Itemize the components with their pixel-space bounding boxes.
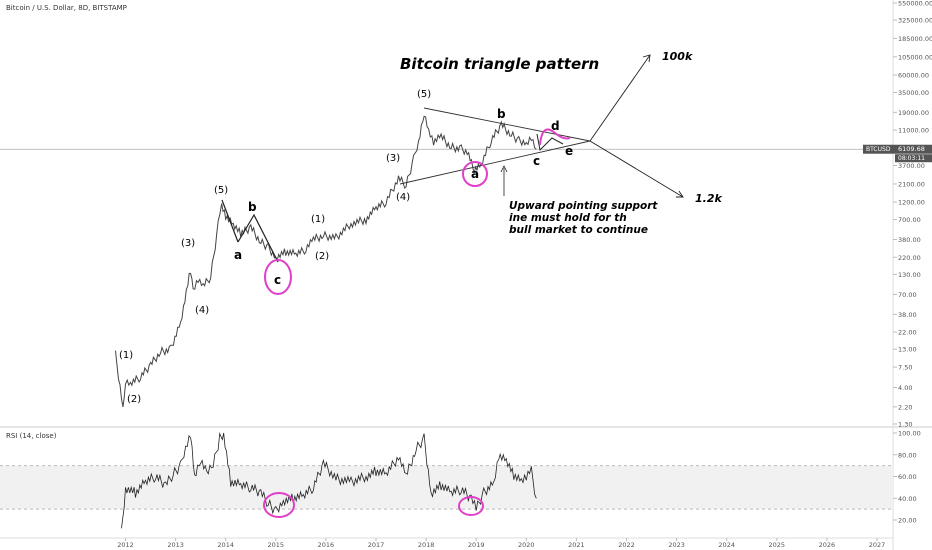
time-axis: 2012 2013 2014 2015 2016 2017 2018 2019 2020 2021…: [117, 538, 885, 549]
wave-label-b-2014: b: [248, 200, 257, 214]
time-axis-tick-label: 2017: [368, 541, 385, 549]
wave-label-1-2012: (1): [119, 350, 133, 361]
price-axis-tick-label: 7.50: [898, 364, 912, 372]
wave-labels: (1) (2) (3) (4) (5) a b c (1) (2) (3) (4…: [119, 89, 573, 405]
time-axis-tick-label: 2021: [568, 541, 585, 549]
wave-label-2-2016: (2): [315, 251, 329, 262]
wave-label-2-2012: (2): [127, 394, 141, 405]
rsi-axis-tick-label: 100.00: [898, 430, 921, 438]
arrow-1.2k-head: [676, 190, 684, 198]
time-axis-tick-label: 2027: [869, 541, 886, 549]
triangle-cde-path: [536, 133, 564, 152]
rsi-indicator-label: RSI (14, close): [6, 432, 57, 440]
highlight-d: [539, 128, 571, 146]
time-axis-tick-label: 2018: [418, 541, 435, 549]
price-axis-tick-label: 1200.00: [898, 199, 925, 207]
price-axis: 1.30 2.20 4.00 7.50 13.00 22.00 38.00 70.00 130.…: [893, 0, 932, 429]
price-axis-tick-label: 70.00: [898, 291, 917, 299]
highlight-rsi-2019: [458, 496, 484, 516]
price-axis-tick-label: 220.00: [898, 254, 921, 262]
time-axis-tick-label: 2023: [668, 541, 685, 549]
arrow-1.2k: [589, 140, 684, 198]
time-axis-tick-label: 2026: [819, 541, 836, 549]
highlight-a-2018: [462, 161, 488, 187]
time-axis-tick-label: 2015: [268, 541, 285, 549]
price-axis-tick-label: 60000.00: [898, 71, 929, 79]
price-axis-tick-label: 1.30: [898, 421, 912, 429]
triangle-resistance-line: [423, 107, 591, 142]
time-axis-tick-label: 2016: [318, 541, 335, 549]
rsi-series-line: [121, 432, 537, 529]
wave-label-b-2019: b: [497, 107, 506, 121]
price-axis-tick-label: 22.00: [898, 329, 917, 337]
rsi-axis-tick-label: 20.00: [898, 517, 917, 525]
time-axis-tick-label: 2024: [718, 541, 735, 549]
wave-label-3-2013: (3): [181, 238, 195, 249]
time-axis-tick-label: 2019: [468, 541, 485, 549]
wave-label-5-2013: (5): [214, 185, 228, 196]
wave-label-a-2018: a: [471, 167, 479, 181]
price-axis-tick-label: 38.00: [898, 311, 917, 319]
price-axis-tick-label: 35000.00: [898, 89, 929, 97]
price-axis-tick-label: 185000.00: [898, 35, 932, 43]
wave-label-d: d: [551, 119, 560, 133]
arrow-100k-head: [642, 54, 651, 63]
wave-label-a-2014: a: [234, 248, 242, 262]
wave-label-e: e: [565, 144, 573, 158]
rsi-band: [0, 465, 893, 510]
price-axis-tick-label: 130.00: [898, 271, 921, 279]
time-axis-tick-label: 2012: [117, 541, 134, 549]
price-axis-tick-label: 11000.00: [898, 127, 929, 135]
wave-label-5-2017: (5): [417, 89, 431, 100]
price-axis-tick-label: 550000.00: [898, 0, 932, 8]
price-tag-symbol: BTCUSD: [866, 146, 891, 153]
time-axis-tick-label: 2014: [217, 541, 234, 549]
wave-label-c-2019: c: [533, 154, 540, 168]
price-axis-tick-label: 3700.00: [898, 162, 925, 170]
price-series-line: [115, 115, 537, 407]
wave-label-4-2017: (4): [396, 192, 410, 203]
abc-correction-path: [237, 213, 279, 263]
annotation-1.2k: 1.2k: [695, 192, 722, 205]
support-pointer-head: [500, 165, 508, 173]
price-axis-tick-label: 13.00: [898, 346, 917, 354]
rsi-axis-tick-label: 40.00: [898, 495, 917, 503]
wave-5-to-a-path: [221, 199, 239, 243]
triangle-support-line: [399, 140, 591, 185]
chart-title: Bitcoin triangle pattern: [400, 55, 599, 73]
price-axis-tick-label: 4.00: [898, 384, 912, 392]
price-axis-tick-label: 325000.00: [898, 17, 932, 25]
rsi-axis: 20.00 40.00 60.00 80.00 100.00: [893, 430, 921, 525]
annotation-100k: 100k: [662, 50, 693, 63]
time-axis-tick-label: 2013: [167, 541, 184, 549]
price-axis-tick-label: 2100.00: [898, 180, 925, 188]
time-axis-tick-label: 2022: [618, 541, 635, 549]
wave-label-c-2015: c: [274, 273, 281, 287]
highlight-rsi-2015: [263, 492, 295, 518]
rsi-axis-tick-label: 80.00: [898, 451, 917, 459]
rsi-axis-tick-label: 60.00: [898, 473, 917, 481]
time-axis-tick-label: 2020: [518, 541, 535, 549]
price-axis-tick-label: 19000.00: [898, 109, 929, 117]
price-axis-tick-label: 380.00: [898, 236, 921, 244]
price-axis-tick-label: 105000.00: [898, 53, 932, 61]
price-axis-tick-label: 2.20: [898, 403, 912, 411]
highlight-c-2015: [264, 259, 292, 295]
price-tag-timer: 08:03:11: [898, 155, 925, 162]
price-axis-tick-label: 700.00: [898, 216, 921, 224]
chart-symbol-header: Bitcoin / U.S. Dollar, 8D, BITSTAMP: [6, 4, 127, 12]
arrow-100k: [589, 54, 651, 142]
time-axis-tick-label: 2025: [769, 541, 786, 549]
wave-label-4-2013: (4): [195, 305, 209, 316]
price-tag-value: 6109.68: [898, 145, 925, 153]
wave-label-3-2017: (3): [386, 153, 400, 164]
annotation-support-note: Upward pointing support ine must hold fo…: [509, 200, 661, 236]
wave-label-1-2016: (1): [311, 214, 325, 225]
current-price-tag: BTCUSD 6109.68 08:03:11: [863, 144, 932, 163]
